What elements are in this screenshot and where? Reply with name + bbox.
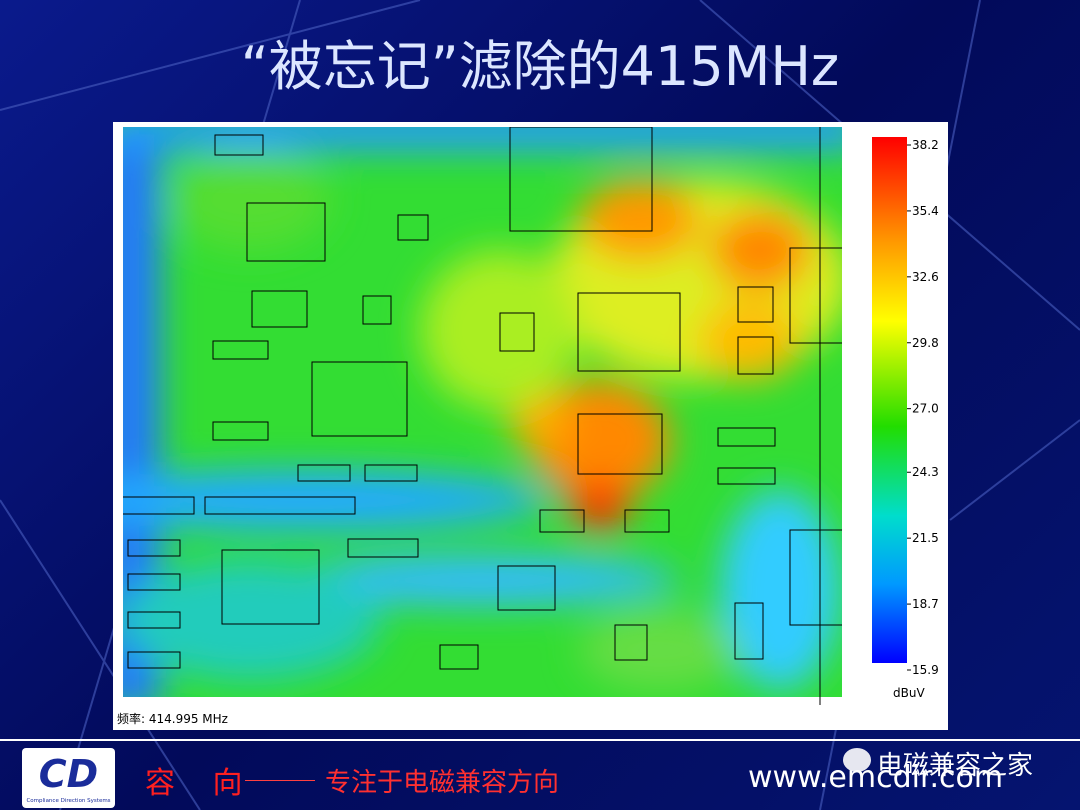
watermark-icon [843,748,871,772]
colorbar-tick-label: 38.2 [912,138,939,152]
colorbar-tick-label: 35.4 [912,204,939,218]
colorbar [872,137,907,663]
slogan: 专注于电磁兼容方向 [325,768,560,798]
colorbar-tick-label: 29.8 [912,336,939,350]
colorbar-tick-label: 21.5 [912,531,939,545]
logo-caption: Compliance Direction Systems [26,798,111,804]
logo-mark: CD [38,752,99,796]
colorbar-tick-label: 15.9 [912,663,939,677]
colorbar-unit: dBuV [893,686,925,700]
title: “被忘记”滤除的415MHz [240,35,840,98]
colorbar-tick-label: 18.7 [912,597,939,611]
watermark: 电磁兼容之家 [877,751,1034,781]
frequency-label: 频率: 414.995 MHz [117,712,228,726]
slogan-dash [245,780,315,781]
colorbar-tick-label: 27.0 [912,402,939,416]
slogan-brand: 容 向 [145,766,257,801]
colorbar-tick-label: 24.3 [912,465,939,479]
logo: CD Compliance Direction Systems [22,748,115,808]
colorbar-tick-label: 32.6 [912,270,939,284]
website: www.emcdir.com [748,760,1004,795]
